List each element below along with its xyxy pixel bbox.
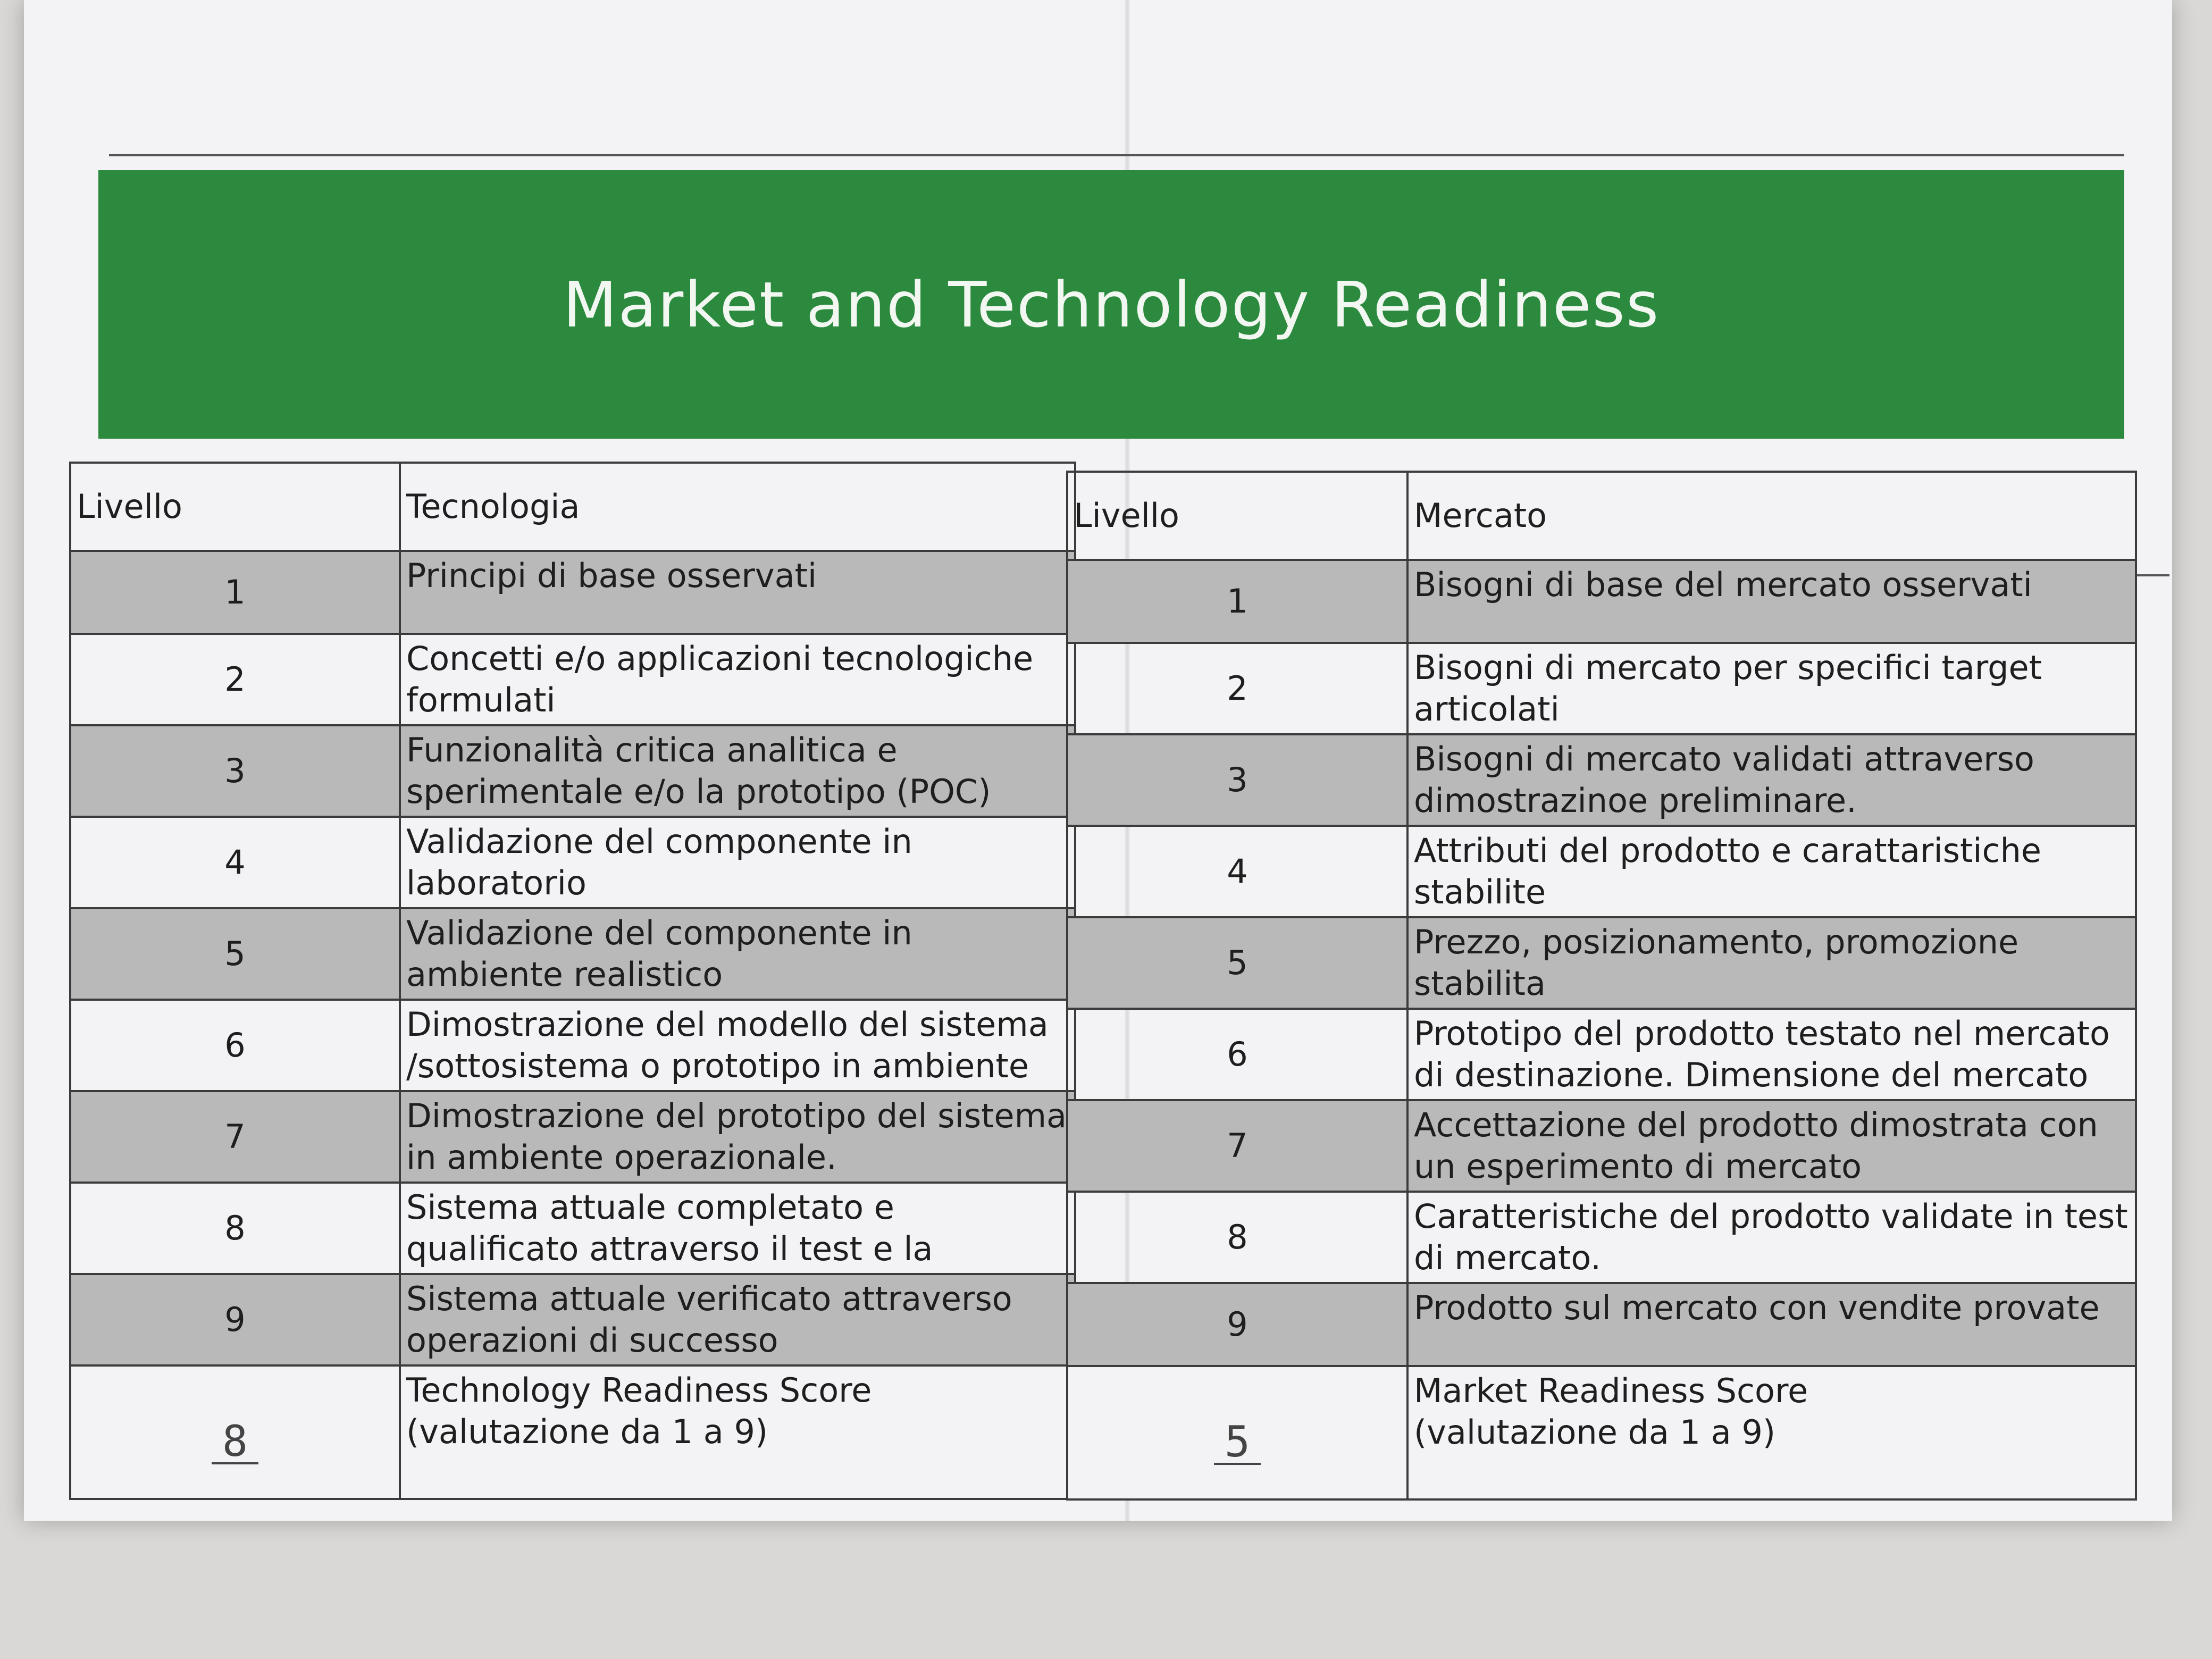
level-cell: 9 bbox=[69, 1273, 401, 1367]
level-cell: 4 bbox=[1066, 825, 1409, 918]
level-cell: 8 bbox=[1066, 1191, 1409, 1284]
table-row: 8 Sistema attuale completato e qualificat… bbox=[69, 1182, 1076, 1275]
description-cell: Bisogni di mercato validati attraverso d… bbox=[1406, 733, 2137, 827]
score-label-cell: Technology Readiness Score (valutazione d… bbox=[399, 1364, 1076, 1500]
score-label: Market Readiness Score bbox=[1414, 1371, 1808, 1410]
description-cell: Sistema attuale verificato attraverso op… bbox=[399, 1273, 1076, 1367]
table-header-row: Livello Mercato bbox=[1066, 471, 2137, 561]
table-row: 5 Validazione del componente in ambiente … bbox=[69, 907, 1076, 1001]
header-level: Livello bbox=[1066, 471, 1409, 561]
score-row: 8 Technology Readiness Score (valutazione … bbox=[69, 1364, 1076, 1500]
header-level: Livello bbox=[69, 462, 401, 552]
level-cell: 5 bbox=[69, 907, 401, 1001]
score-value-cell[interactable]: 5 bbox=[1066, 1365, 1409, 1501]
description-cell: Attributi del prodotto e carattaristiche… bbox=[1406, 825, 2137, 918]
level-cell: 2 bbox=[69, 633, 401, 726]
score-value-cell[interactable]: 8 bbox=[69, 1364, 401, 1500]
table-row: 2 Bisogni di mercato per specifici target… bbox=[1066, 642, 2137, 735]
table-row: 1 Principi di base osservati bbox=[69, 550, 1076, 635]
handwritten-score: 5 bbox=[1213, 1420, 1261, 1465]
level-cell: 4 bbox=[69, 816, 401, 909]
table-row: 4 Attributi del prodotto e carattaristich… bbox=[1066, 825, 2137, 918]
description-cell: Validazione del componente in laboratori… bbox=[399, 816, 1076, 909]
level-cell: 1 bbox=[1066, 559, 1409, 644]
description-cell: Sistema attuale completato e qualificato… bbox=[399, 1182, 1076, 1275]
table-row: 5 Prezzo, posizionamento, promozione stab… bbox=[1066, 916, 2137, 1010]
table-row: 3 Bisogni di mercato validati attraverso … bbox=[1066, 733, 2137, 827]
level-cell: 5 bbox=[1066, 916, 1409, 1010]
description-cell: Bisogni di mercato per specifici target … bbox=[1406, 642, 2137, 735]
table-row: 2 Concetti e/o applicazioni tecnologiche … bbox=[69, 633, 1076, 726]
table-row: 7 Dimostrazione del prototipo del sistema… bbox=[69, 1090, 1076, 1184]
score-note: (valutazione da 1 a 9) bbox=[1414, 1413, 1776, 1452]
score-label: Technology Readiness Score bbox=[406, 1371, 872, 1410]
description-cell: Prezzo, posizionamento, promozione stabi… bbox=[1406, 916, 2137, 1010]
level-cell: 2 bbox=[1066, 642, 1409, 735]
level-cell: 6 bbox=[69, 999, 401, 1092]
description-cell: Dimostrazione del prototipo del sistema … bbox=[399, 1090, 1076, 1184]
table-row: 1 Bisogni di base del mercato osservati bbox=[1066, 559, 2137, 644]
description-cell: Validazione del componente in ambiente r… bbox=[399, 907, 1076, 1001]
level-cell: 3 bbox=[1066, 733, 1409, 827]
title-banner: Market and Technology Readiness bbox=[98, 170, 2124, 439]
description-cell: Bisogni di base del mercato osservati bbox=[1406, 559, 2137, 644]
market-table: Livello Mercato 1 Bisogni di base del merca… bbox=[1066, 471, 2137, 1501]
handwritten-score: 8 bbox=[211, 1420, 259, 1464]
table-row: 6 Dimostrazione del modello del sistema /… bbox=[69, 999, 1076, 1092]
description-cell: Prodotto sul mercato con vendite provate bbox=[1406, 1282, 2137, 1367]
table-row: 7 Accettazione del prodotto dimostrata co… bbox=[1066, 1099, 2137, 1193]
table-row: 8 Caratteristiche del prodotto validate i… bbox=[1066, 1191, 2137, 1284]
table-row: 6 Prototipo del prodotto testato nel merc… bbox=[1066, 1008, 2137, 1101]
score-note: (valutazione da 1 a 9) bbox=[406, 1412, 768, 1451]
score-label-cell: Market Readiness Score (valutazione da 1 … bbox=[1406, 1365, 2137, 1501]
score-row: 5 Market Readiness Score (valutazione da 1… bbox=[1066, 1365, 2137, 1501]
level-cell: 7 bbox=[1066, 1099, 1409, 1193]
margin-rule bbox=[2132, 574, 2169, 576]
level-cell: 8 bbox=[69, 1182, 401, 1275]
table-row: 3 Funzionalità critica analitica e sperim… bbox=[69, 724, 1076, 818]
description-cell: Accettazione del prodotto dimostrata con… bbox=[1406, 1099, 2137, 1193]
description-cell: Principi di base osservati bbox=[399, 550, 1076, 635]
level-cell: 9 bbox=[1066, 1282, 1409, 1367]
table-row: 9 Prodotto sul mercato con vendite provat… bbox=[1066, 1282, 2137, 1367]
level-cell: 7 bbox=[69, 1090, 401, 1184]
table-header-row: Livello Tecnologia bbox=[69, 462, 1076, 552]
description-cell: Caratteristiche del prodotto validate in… bbox=[1406, 1191, 2137, 1284]
level-cell: 1 bbox=[69, 550, 401, 635]
description-cell: Funzionalità critica analitica e sperime… bbox=[399, 724, 1076, 818]
level-cell: 3 bbox=[69, 724, 401, 818]
technology-table: Livello Tecnologia 1 Principi di base osser… bbox=[69, 462, 1076, 1500]
header-description: Tecnologia bbox=[399, 462, 1076, 552]
table-row: 9 Sistema attuale verificato attraverso o… bbox=[69, 1273, 1076, 1367]
description-cell: Prototipo del prodotto testato nel merca… bbox=[1406, 1008, 2137, 1101]
description-cell: Concetti e/o applicazioni tecnologiche f… bbox=[399, 633, 1076, 726]
top-rule bbox=[109, 154, 2124, 156]
header-description: Mercato bbox=[1406, 471, 2137, 561]
level-cell: 6 bbox=[1066, 1008, 1409, 1101]
page-title: Market and Technology Readiness bbox=[563, 267, 1660, 341]
table-row: 4 Validazione del componente in laborator… bbox=[69, 816, 1076, 909]
description-cell: Dimostrazione del modello del sistema /s… bbox=[399, 999, 1076, 1092]
